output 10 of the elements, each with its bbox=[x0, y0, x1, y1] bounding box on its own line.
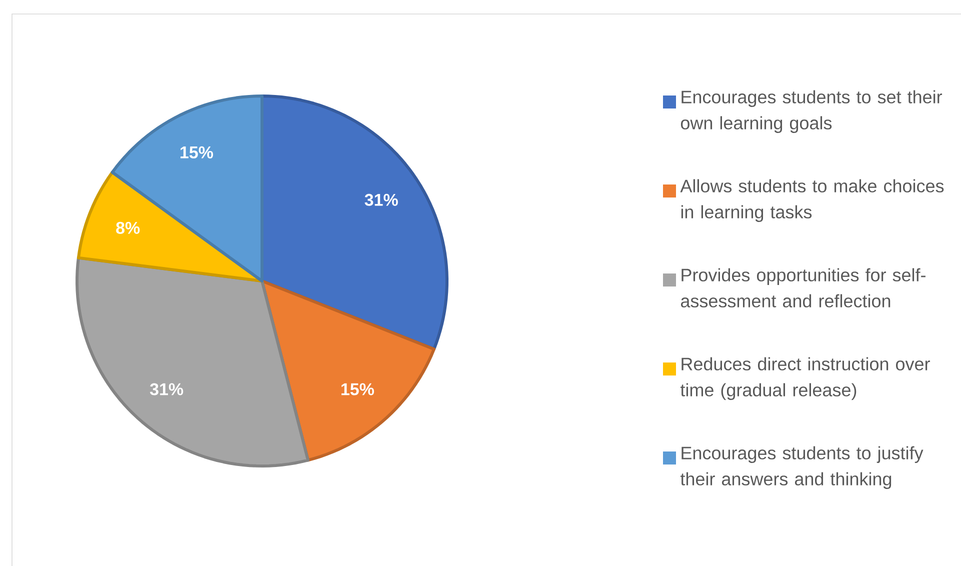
legend-label: Encourages students to set their own learning goals bbox=[680, 90, 942, 133]
legend-label: Allows students to make choices in learning tasks bbox=[680, 179, 944, 222]
legend-label: Provides opportunities for self-assessment and reflection bbox=[680, 268, 926, 308]
data-label: 15% bbox=[180, 146, 214, 158]
data-label: 31% bbox=[364, 194, 398, 206]
data-label: 31% bbox=[150, 383, 184, 396]
legend-label: Encourages students to justify their answers and thinking bbox=[680, 446, 924, 489]
data-label: 15% bbox=[341, 383, 374, 396]
legend-label: Reduces direct instruction over time (gradual release) bbox=[680, 357, 930, 400]
data-label: 8% bbox=[116, 222, 140, 234]
